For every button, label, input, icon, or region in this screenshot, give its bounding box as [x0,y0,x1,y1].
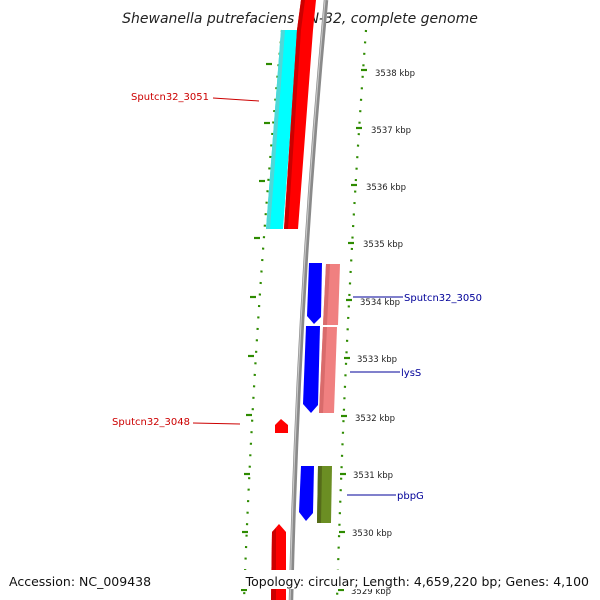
gene-feature-blue-pbpG[interactable] [299,466,314,521]
gene-feature-cyan[interactable] [266,30,298,229]
gene-feature-sputcn32-3050[interactable] [323,264,340,325]
tick-label: 3534 kbp [360,298,400,308]
gene-feature-pbpG[interactable] [317,466,332,523]
tick-label: 3537 kbp [371,126,411,136]
gene-label-sputcn32-3050[interactable]: Sputcn32_3050 [404,293,482,304]
gene-label-pbpG[interactable]: pbpG [397,491,424,502]
gene-label-sputcn32-3048[interactable]: Sputcn32_3048 [112,417,190,428]
footer-band [0,570,600,589]
footer-accession: Accession: NC_009438 [9,574,151,589]
gene-feature-lysS[interactable] [319,327,337,413]
gene-label-sputcn32-3051[interactable]: Sputcn32_3051 [131,92,209,103]
genome-backbone-highlight [289,0,326,600]
tick-label: 3530 kbp [352,529,392,539]
inner-ring-ticks [338,68,367,592]
kbp-labels: 3538 kbp 3537 kbp 3536 kbp 3535 kbp 3534… [351,69,415,597]
gene-feature-blue-1[interactable] [307,263,322,324]
inner-dotted-ring [335,29,368,600]
gene-feature-blue-lysS[interactable] [303,326,320,413]
leader-line-sputcn32-3048 [192,422,241,425]
tick-label: 3533 kbp [357,355,397,365]
gene-label-lysS[interactable]: lysS [401,368,421,379]
gene-feature-sputcn32-3051[interactable] [284,0,316,229]
tick-label: 3532 kbp [355,414,395,424]
tick-label: 3531 kbp [353,471,393,481]
outer-ring-ticks [241,62,272,592]
gene-feature-sputcn32-3048[interactable] [275,419,288,433]
leader-line-sputcn32-3051 [212,97,260,102]
tick-label: 3529 kbp [351,587,391,597]
tick-label: 3535 kbp [363,240,403,250]
genome-backbone [288,0,329,600]
tick-label: 3536 kbp [366,183,406,193]
footer-summary: Topology: circular; Length: 4,659,220 bp… [245,574,589,589]
tick-label: 3538 kbp [375,69,415,79]
